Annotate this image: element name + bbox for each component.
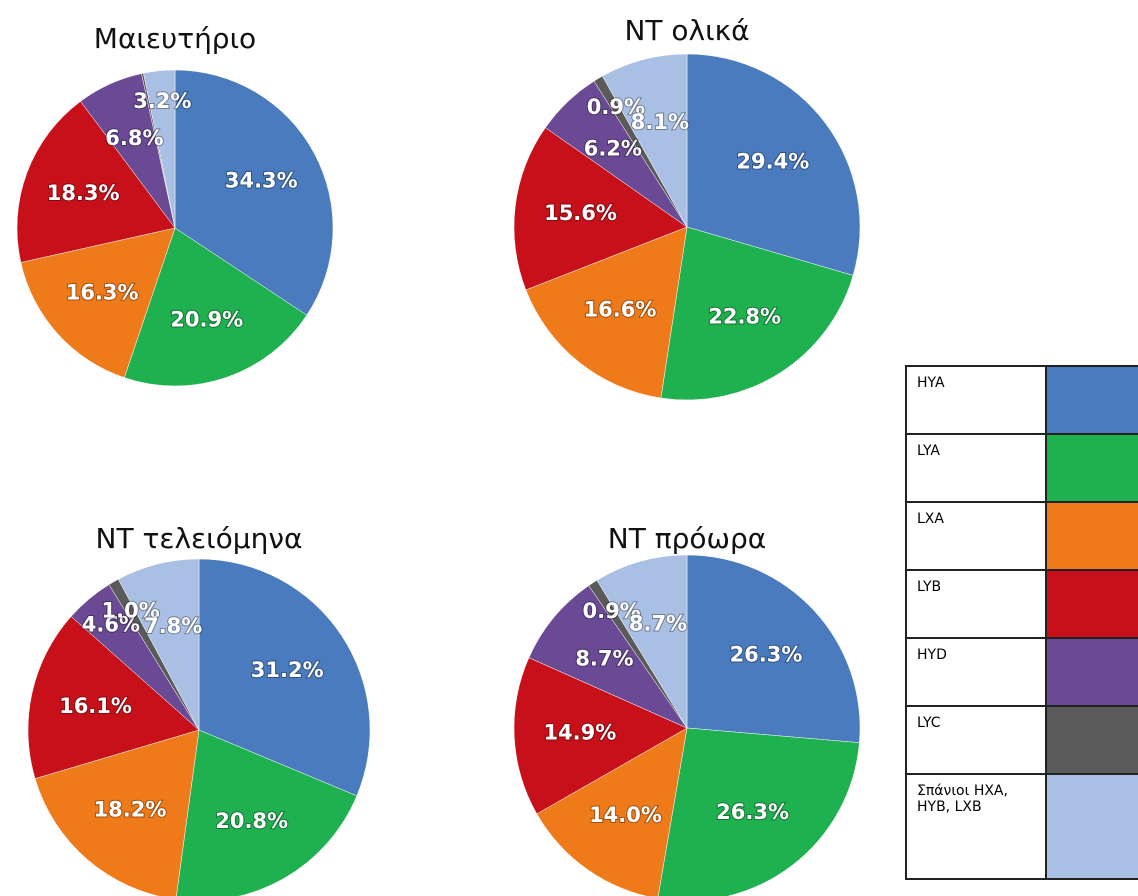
data-label: 22.8% <box>708 304 781 328</box>
legend-swatch <box>1045 365 1138 435</box>
legend-row: LXA <box>905 501 1138 571</box>
data-label: 0.9% <box>582 599 640 623</box>
pie-slice <box>198 558 371 797</box>
legend-label: LYB <box>905 569 1047 639</box>
legend-row: Σπάνιοι HXA, HYB, LXB <box>905 773 1138 880</box>
legend-label: HYA <box>905 365 1047 435</box>
data-label: 29.4% <box>736 150 809 174</box>
data-label: 14.9% <box>543 720 616 744</box>
pie-slice <box>117 558 200 731</box>
legend-label: Σπάνιοι HXA, HYB, LXB <box>905 773 1047 880</box>
legend-label: LXA <box>905 501 1047 571</box>
pie-slice <box>123 227 308 387</box>
pie-slice <box>143 69 176 229</box>
pie-slice <box>686 554 861 743</box>
pie-slice <box>602 53 688 228</box>
data-label: 16.3% <box>66 280 139 304</box>
legend-row: HYA <box>905 365 1138 435</box>
legend-swatch <box>1045 569 1138 639</box>
data-label: 7.8% <box>144 614 202 638</box>
data-label: 8.7% <box>629 612 687 636</box>
pie-slice <box>176 729 358 896</box>
data-label: 3.2% <box>133 89 191 113</box>
data-label: 1.0% <box>102 598 160 622</box>
pie-slice <box>513 127 688 291</box>
legend: HYA LYA LXA LYB HYD LYC Σπάνιοι HXA, HYB, LXB <box>905 365 1138 880</box>
legend-label: HYD <box>905 637 1047 707</box>
legend-row: LYC <box>905 705 1138 775</box>
pie-slice <box>27 616 200 779</box>
data-label: 15.6% <box>544 201 617 225</box>
legend-row: HYD <box>905 637 1138 707</box>
legend-label: LYC <box>905 705 1047 775</box>
legend-swatch <box>1045 705 1138 775</box>
pie-slice <box>513 657 688 815</box>
charts: Μαιευτήριο 34.3% 20.9% 16.3% 18.3% 6.8% 3.2% NT… <box>16 14 861 896</box>
pie-slice <box>657 727 860 896</box>
chart-title: Μαιευτήριο <box>94 22 256 55</box>
data-label: 26.3% <box>716 800 789 824</box>
data-label: 4.6% <box>82 612 140 636</box>
pie-slice <box>686 53 861 276</box>
data-label: 8.7% <box>575 647 633 671</box>
chart-title: NT πρόωρα <box>608 522 766 555</box>
data-label: 31.2% <box>251 658 324 682</box>
pie-slice <box>20 227 176 378</box>
data-label: 16.6% <box>584 298 657 322</box>
legend-swatch <box>1045 433 1138 503</box>
data-label: 20.8% <box>215 809 288 833</box>
pie-slice <box>660 226 854 401</box>
data-label: 26.3% <box>730 642 803 666</box>
chart-title: NT τελειόμηνα <box>96 522 303 555</box>
data-label: 16.1% <box>59 694 132 718</box>
data-label: 34.3% <box>225 169 298 193</box>
data-label: 6.2% <box>584 136 642 160</box>
legend-swatch <box>1045 637 1138 707</box>
pie-slice <box>528 585 688 729</box>
data-label: 6.8% <box>105 126 163 150</box>
legend-row: LYB <box>905 569 1138 639</box>
legend-row: LYA <box>905 433 1138 503</box>
legend-swatch <box>1045 501 1138 571</box>
pie-slice <box>536 727 688 896</box>
data-label: 18.3% <box>47 181 120 205</box>
data-label: 0.9% <box>587 95 645 119</box>
pie-slice <box>525 226 688 399</box>
pie-slice <box>16 101 176 263</box>
legend-swatch <box>1045 773 1138 880</box>
chart-title: NT ολικά <box>624 14 749 47</box>
data-label: 20.9% <box>170 308 243 332</box>
data-label: 8.1% <box>631 110 689 134</box>
pie-slice <box>596 554 688 729</box>
data-label: 18.2% <box>94 797 167 821</box>
legend-label: LYA <box>905 433 1047 503</box>
data-label: 14.0% <box>589 803 662 827</box>
